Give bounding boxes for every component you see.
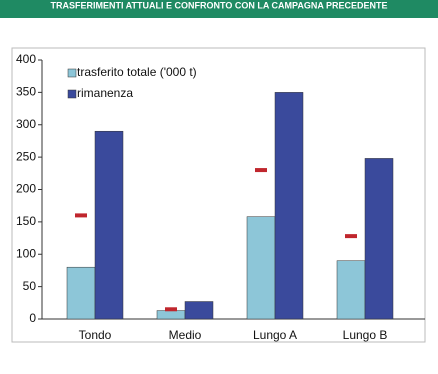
legend-swatch <box>67 89 77 99</box>
legend-label: trasferito totale ('000 t) <box>77 65 197 79</box>
y-tick-label: 200 <box>16 182 36 196</box>
header-bar <box>0 0 438 18</box>
header-title: TRASFERIMENTI ATTUALI E CONFRONTO CON LA… <box>51 0 388 10</box>
y-tick-label: 300 <box>16 117 36 131</box>
y-tick-label: 150 <box>16 214 36 228</box>
y-tick-label: 0 <box>29 311 36 325</box>
reference-mark <box>345 234 357 239</box>
x-tick-label: Medio <box>169 328 202 342</box>
y-tick-label: 100 <box>16 246 36 260</box>
y-tick-label: 350 <box>16 85 36 99</box>
reference-mark <box>75 213 87 218</box>
bar <box>246 216 276 320</box>
y-tick-label: 250 <box>16 149 36 163</box>
x-tick-label: Lungo B <box>343 328 388 342</box>
bar <box>156 310 186 320</box>
legend-swatch <box>67 68 77 78</box>
x-tick-label: Tondo <box>79 328 112 342</box>
y-tick-label: 50 <box>23 279 37 293</box>
chart: 0 50 100 150 200 250 300 350 400 Tondo Medio Lungo … <box>16 52 425 342</box>
bar <box>94 130 124 320</box>
reference-mark <box>255 168 267 173</box>
x-tick-label: Lungo A <box>253 328 297 342</box>
bar <box>66 266 96 320</box>
legend-label: rimanenza <box>77 86 133 100</box>
y-tick-label: 400 <box>16 52 36 66</box>
bar <box>184 301 214 320</box>
reference-mark <box>165 307 177 312</box>
bar <box>274 92 304 320</box>
bar <box>336 260 366 320</box>
bar <box>364 158 394 320</box>
